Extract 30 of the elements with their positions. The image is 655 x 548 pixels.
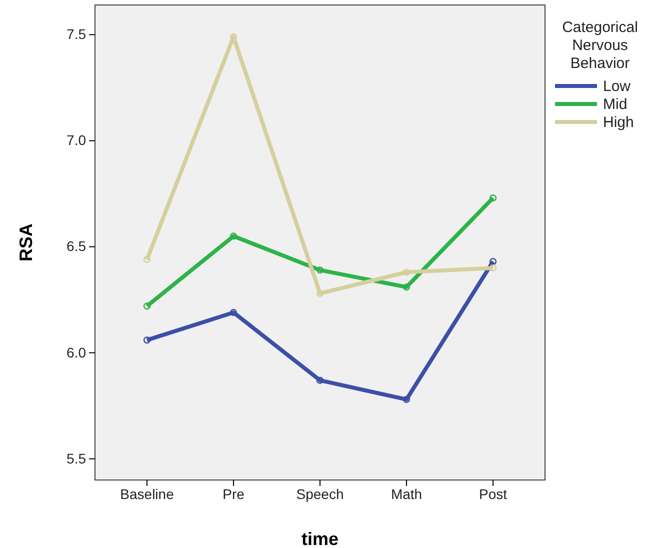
point (316, 290, 324, 297)
legend-label: High (603, 114, 634, 131)
y-tick-label: 7.5 (66, 26, 86, 42)
x-tick-label: Post (478, 486, 508, 502)
x-tick-label: Math (390, 486, 422, 502)
legend-label: Low (603, 78, 631, 95)
point (143, 256, 151, 264)
point (230, 308, 238, 316)
point (489, 258, 497, 266)
y-tick-label: 7.0 (66, 132, 86, 148)
point (402, 268, 410, 276)
point (316, 266, 324, 274)
x-tick-label: Baseline (120, 486, 174, 502)
y-tick-label: 6.5 (66, 238, 86, 254)
point (489, 264, 497, 272)
legend-title: Categorical Nervous Behavior (562, 19, 638, 72)
point (143, 302, 151, 310)
y-axis-title: RSA (16, 223, 36, 262)
point (316, 376, 324, 384)
point (230, 232, 238, 240)
x-axis-title: time (301, 529, 339, 548)
legend-label: Mid (603, 96, 628, 113)
point (402, 396, 410, 403)
point (489, 194, 497, 202)
x-tick-label: Speech (296, 486, 344, 502)
point (402, 283, 410, 291)
y-tick-label: 5.5 (66, 450, 86, 466)
x-tick-label: Pre (222, 486, 245, 502)
y-tick-label: 6.0 (66, 344, 86, 360)
point (143, 336, 151, 344)
